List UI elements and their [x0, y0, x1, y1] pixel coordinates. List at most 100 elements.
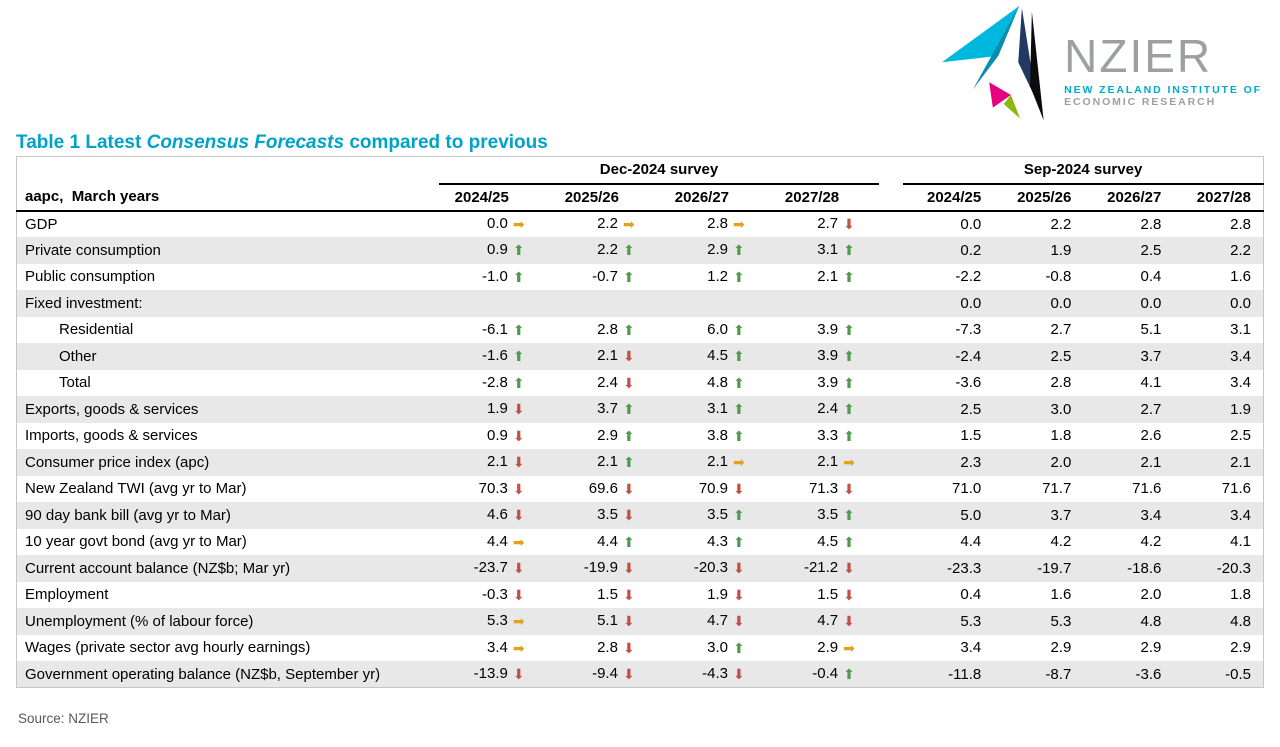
sep-value-cell: 2.3 — [960, 453, 982, 471]
forecast-value: 3.9 — [817, 347, 839, 365]
forecast-value: -0.4 — [812, 665, 839, 682]
column-spacer — [879, 343, 903, 370]
table-row: 10 year govt bond (avg yr to Mar) 4.4 ➡ 4.4… — [17, 529, 1264, 556]
forecast-value: 3.1 — [707, 400, 729, 418]
sep-value-cell: 0.2 — [960, 241, 982, 259]
dec-value-cell: 3.3 ⬆ — [769, 423, 879, 450]
dec-value-cell: 3.1 ⬆ — [769, 237, 879, 264]
sep-value-cell: 2.1 — [1230, 453, 1251, 471]
dec-value-cell: 2.1 ⬆ — [769, 264, 879, 291]
column-spacer — [879, 529, 903, 556]
sep-value-cell: -3.6 — [955, 374, 982, 392]
column-spacer — [879, 423, 903, 450]
sep-value-cell: 0.4 — [960, 586, 982, 604]
column-spacer — [879, 396, 903, 423]
forecast-value: -2.8 — [482, 373, 508, 391]
trend-up-icon: ⬆ — [733, 322, 745, 339]
table-row: Residential -6.1 ⬆ 2.8 ⬆ 6.0 ⬆ 3.9 ⬆ -7.3 2.7 5.1 3.… — [17, 317, 1264, 344]
sep-value-cell: 2.8 — [1140, 215, 1162, 233]
trend-up-icon: ⬆ — [843, 508, 855, 525]
dec-value-cell: 4.7 ⬇ — [659, 608, 769, 635]
dec-value-cell: -4.3 ⬇ — [659, 661, 769, 688]
table-row: Private consumption 0.9 ⬆ 2.2 ⬆ 2.9 ⬆ 3.1 ⬆ 0.2 1.… — [16, 237, 1264, 264]
forecast-table: Dec-2024 survey Sep-2024 survey aapc, Ma… — [16, 156, 1264, 688]
forecast-value: -21.2 — [803, 559, 839, 577]
sep-value-cell: -19.7 — [1037, 559, 1072, 577]
dec-value-cell: -0.4 ⬆ — [769, 661, 879, 688]
table-row: Consumer price index (apc) 2.1 ⬇ 2.1 ⬆ 2.1 ➡ 2.… — [16, 449, 1264, 476]
dec-value-cell: 2.1 ⬇ — [549, 343, 659, 370]
dec-value-cell: -13.9 ⬇ — [439, 661, 549, 688]
trend-up-icon: ⬆ — [843, 534, 855, 551]
forecast-value: 4.8 — [707, 373, 729, 391]
trend-up-icon: ⬆ — [733, 269, 745, 286]
column-spacer — [879, 555, 903, 582]
forecast-value: 5.1 — [597, 612, 618, 630]
dec-value-cell: 2.1 ➡ — [659, 449, 769, 476]
dec-value-cell: 3.7 ⬆ — [549, 396, 659, 423]
table-row: Other -1.6 ⬆ 2.1 ⬇ 4.5 ⬆ 3.9 ⬆ -2.4 2.5 3.7 3.4 — [16, 343, 1264, 370]
sep-value-cell: 1.8 — [1050, 427, 1072, 445]
forecast-value: 4.5 — [707, 347, 729, 365]
sep-value-cell: 4.2 — [1050, 533, 1072, 551]
forecast-value: -6.1 — [482, 320, 508, 338]
sep-value-cell: 0.4 — [1140, 268, 1162, 286]
trend-up-icon: ⬆ — [843, 269, 855, 286]
dec-value-cell — [439, 290, 549, 317]
dec-value-cell: 3.4 ➡ — [439, 635, 549, 662]
trend-down-icon: ⬇ — [622, 667, 635, 683]
dec-value-cell: 3.0 ⬆ — [659, 635, 769, 662]
dec-value-cell: -6.1 ⬆ — [439, 317, 549, 344]
forecast-value: 2.9 — [597, 426, 618, 444]
forecast-value: 3.8 — [707, 426, 729, 444]
trend-up-icon: ⬆ — [733, 508, 745, 525]
row-label: Fixed investment: — [25, 294, 143, 312]
sep-value-cell: 5.3 — [1050, 612, 1072, 630]
trend-up-icon: ⬆ — [622, 243, 635, 260]
group-header-empty — [17, 157, 439, 184]
forecast-value: 6.0 — [707, 320, 729, 338]
forecast-value: -20.3 — [693, 559, 729, 577]
forecast-value: 2.1 — [817, 453, 839, 471]
forecast-value: -13.9 — [473, 665, 508, 682]
trend-up-icon: ⬆ — [843, 667, 855, 683]
column-spacer — [879, 370, 903, 397]
row-label: Government operating balance (NZ$b, Sept… — [25, 665, 381, 683]
forecast-value: 3.5 — [707, 506, 729, 524]
trend-up-icon: ⬆ — [622, 534, 635, 551]
forecast-value: -1.0 — [482, 267, 508, 285]
dec-value-cell: 3.9 ⬆ — [769, 370, 879, 397]
sep-value-cell: -7.3 — [955, 321, 982, 339]
forecast-value: -1.6 — [482, 347, 508, 365]
trend-up-icon: ⬆ — [512, 349, 525, 366]
nzier-bird-icon — [942, 6, 1044, 121]
dec-value-cell: -23.7 ⬇ — [439, 555, 549, 582]
trend-unchanged-icon: ➡ — [622, 217, 635, 234]
dec-value-cell: 2.4 ⬇ — [549, 370, 659, 397]
sep-year-header: 2024/25 — [903, 183, 994, 212]
row-label: GDP — [25, 215, 58, 233]
sep-value-cell: -11.8 — [948, 665, 982, 683]
sep-value-cell: 2.5 — [1140, 241, 1162, 259]
dec-value-cell: 2.9 ⬆ — [659, 237, 769, 264]
dec-value-cell: 3.9 ⬆ — [769, 343, 879, 370]
row-label: 10 year govt bond (avg yr to Mar) — [25, 533, 247, 551]
sep-value-cell: -23.3 — [947, 559, 982, 577]
table-row: New Zealand TWI (avg yr to Mar) 70.3 ⬇ 69.6… — [17, 476, 1264, 503]
trend-unchanged-icon: ➡ — [733, 455, 745, 472]
trend-up-icon: ⬆ — [843, 402, 855, 419]
forecast-value: 4.4 — [597, 532, 618, 550]
group-header-gap — [879, 157, 903, 184]
forecast-value: 1.9 — [707, 585, 729, 603]
sep-value-cell: -20.3 — [1216, 559, 1251, 577]
trend-unchanged-icon: ➡ — [733, 217, 745, 234]
source-note: Source: NZIER — [18, 711, 109, 726]
dec-value-cell: -0.7 ⬆ — [549, 264, 659, 291]
sep-value-cell: 3.7 — [1140, 347, 1162, 365]
row-label: Employment — [25, 586, 109, 604]
sep-value-cell: 2.9 — [1140, 639, 1162, 657]
sep-value-cell: 2.2 — [1230, 241, 1251, 259]
sep-value-cell: 4.8 — [1140, 612, 1162, 630]
sep-value-cell: 0.0 — [960, 294, 982, 312]
sep-value-cell: 2.2 — [1050, 215, 1072, 233]
